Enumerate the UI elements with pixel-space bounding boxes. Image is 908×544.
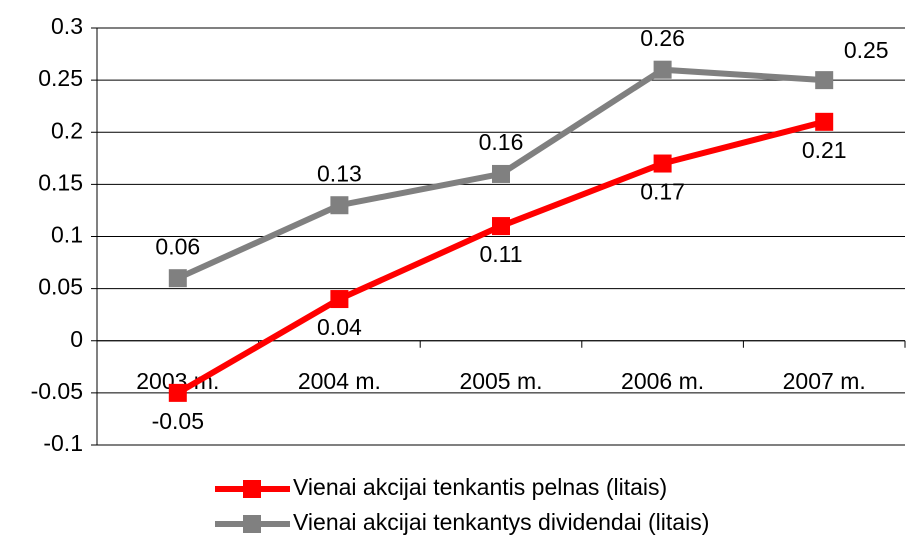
point-marker (330, 196, 349, 215)
y-tick-label: -0.05 (31, 378, 83, 404)
data-label: 0.16 (479, 129, 524, 155)
data-label: 0.04 (317, 314, 362, 340)
point-marker (815, 112, 834, 131)
y-tick-label: 0 (70, 326, 83, 352)
y-tick-label: 0.05 (38, 274, 83, 300)
data-label: 0.26 (640, 25, 685, 51)
point-marker (653, 60, 672, 79)
data-label: 0.13 (317, 160, 362, 186)
y-tick-label: 0.2 (51, 117, 83, 143)
point-marker (168, 269, 187, 288)
x-tick-label: 2006 m. (621, 368, 704, 394)
point-marker (492, 217, 510, 236)
legend-label: Vienai akcijai tenkantys dividendai (lit… (293, 509, 709, 535)
data-label: -0.05 (152, 408, 204, 434)
legend-label: Vienai akcijai tenkantis pelnas (litais) (293, 474, 667, 500)
data-label: 0.25 (844, 37, 889, 63)
y-tick-label: -0.1 (43, 430, 83, 456)
x-tick-label: 2007 m. (783, 368, 866, 394)
data-label: 0.11 (479, 241, 522, 267)
x-tick-label: 2005 m. (459, 368, 542, 394)
point-marker (330, 290, 349, 309)
data-label: 0.06 (155, 233, 200, 259)
legend-marker (243, 480, 261, 498)
point-marker (653, 154, 672, 173)
y-tick-label: 0.1 (51, 222, 83, 248)
data-label: 0.21 (802, 137, 847, 163)
data-label: 0.17 (640, 179, 685, 205)
x-tick-label: 2004 m. (298, 368, 381, 394)
y-tick-label: 0.15 (38, 169, 83, 195)
y-tick-label: 0.3 (51, 13, 83, 39)
point-marker (815, 71, 834, 90)
y-tick-label: 0.25 (38, 65, 83, 91)
point-marker (492, 164, 510, 183)
legend-marker (243, 515, 261, 533)
point-marker (168, 383, 187, 402)
